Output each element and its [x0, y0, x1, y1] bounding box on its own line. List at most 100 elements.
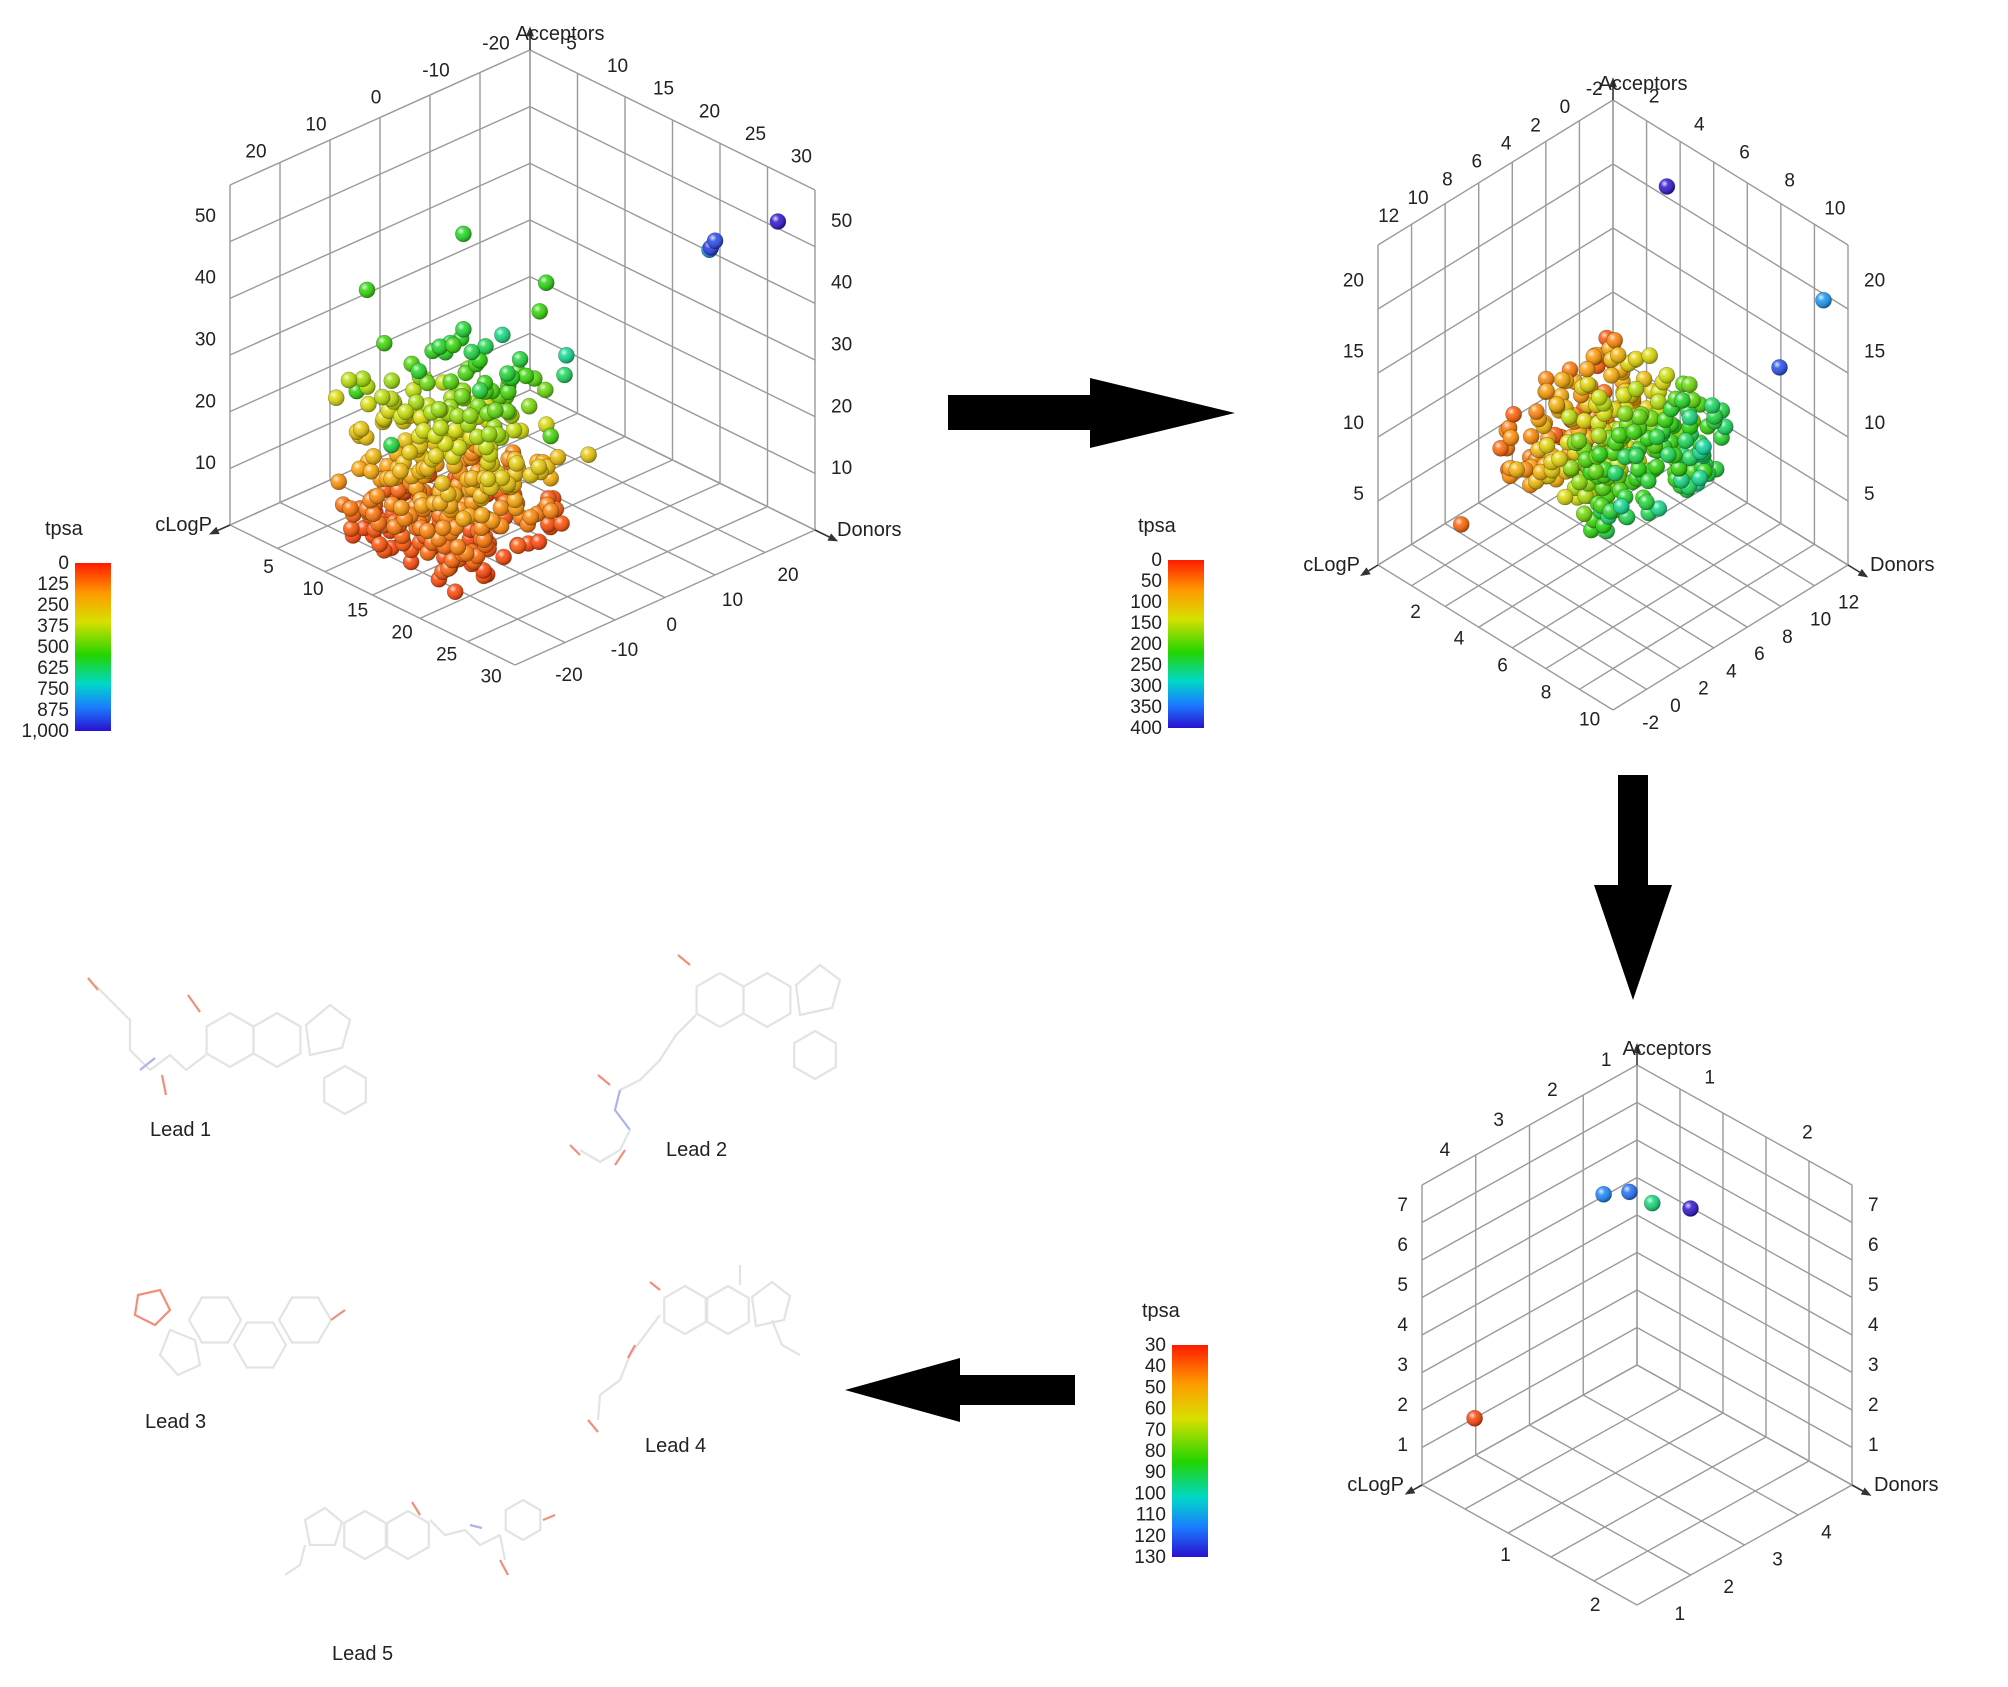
lead-1-label: Lead 1 [150, 1119, 211, 1141]
acceptors-axis-arrow-head [1633, 1043, 1641, 1053]
donors-tick: 4 [1726, 661, 1737, 682]
data-point-shine [538, 274, 555, 291]
clogp-axis-label: cLogP [1303, 554, 1360, 576]
data-point-shine [1628, 381, 1644, 398]
grid-line [1545, 522, 1782, 670]
grid-line [1612, 99, 1849, 246]
data-point-shine [397, 403, 414, 420]
data-point-shine [435, 519, 451, 536]
data-point-shine [1638, 494, 1655, 510]
grid-line [1612, 163, 1849, 310]
grid-line [1444, 522, 1681, 670]
data-point-shine [553, 515, 570, 532]
clogp-tick: 8 [1541, 682, 1552, 703]
top-left-tick: 8 [1442, 170, 1453, 191]
data-point-shine [474, 507, 490, 524]
grid-line [1377, 227, 1614, 374]
molecule-ring [706, 1284, 750, 1336]
lactone-bond [677, 954, 691, 966]
data-point-shine [1548, 396, 1565, 413]
top-right-tick: 15 [653, 79, 674, 100]
donors-tick: 10 [722, 590, 743, 611]
panel3-ticks: 1 2 4 3 2 1 1 2 3 4 5 6 7 1 2 3 4 5 6 7 4 3 2 1 1 2 [1397, 1050, 1879, 1625]
donors-tick: 2 [1723, 1577, 1734, 1598]
data-point-shine [432, 419, 449, 436]
data-point-shine [1660, 446, 1677, 463]
top-right-tick: 5 [566, 34, 577, 55]
data-point-shine [1682, 1200, 1699, 1217]
acceptors-axis-label: Acceptors [1623, 1038, 1712, 1060]
data-point-shine [328, 389, 345, 406]
carbonyl-bond [597, 1074, 611, 1086]
grid-line [1636, 1064, 1853, 1186]
colorbar-tick: 100 [1134, 1483, 1166, 1504]
data-point-shine [522, 509, 539, 526]
acceptors-left-tick: 20 [195, 391, 216, 412]
data-point-shine [392, 463, 409, 480]
data-point-shine [455, 510, 472, 527]
colorbar-label: tpsa [1142, 1300, 1181, 1322]
data-point-shine [1628, 351, 1645, 367]
data-point-shine [431, 338, 448, 355]
acceptors-left-tick: 3 [1397, 1355, 1408, 1376]
grid-line [1636, 1364, 1853, 1486]
grid-line [1636, 1139, 1853, 1261]
colorbar-tick: 110 [1136, 1505, 1166, 1526]
data-point-shine [330, 473, 347, 490]
data-point-shine [408, 394, 425, 411]
top-right-tick: 2 [1649, 87, 1660, 108]
data-point-shine [1579, 376, 1596, 393]
data-point-shine [530, 533, 547, 550]
data-point-shine [1554, 371, 1571, 388]
top-left-tick: 0 [1560, 97, 1571, 118]
data-point-shine [393, 499, 410, 516]
lead-2-label: Lead 2 [666, 1139, 727, 1161]
grid-line [1377, 291, 1614, 438]
colorbar-tick: 875 [37, 700, 69, 721]
donors-tick: 2 [1698, 679, 1709, 700]
data-point-shine [371, 536, 388, 553]
acceptors-right-tick: 4 [1868, 1315, 1879, 1336]
data-point-shine [343, 520, 360, 537]
colorbar-tick: 400 [1130, 718, 1162, 739]
grid-line [1529, 1424, 1745, 1546]
acceptors-left-tick: 5 [1397, 1275, 1408, 1296]
data-point-shine [1695, 438, 1712, 455]
top-left-tick: 1 [1601, 1050, 1612, 1071]
data-point-shine [360, 396, 377, 413]
data-point-shine [342, 500, 359, 517]
clogp-tick: 25 [436, 644, 457, 665]
donors-axis-arrow [1847, 564, 1861, 573]
colorbar-gradient [75, 563, 111, 731]
data-point-shine [442, 373, 459, 390]
top-right-tick: 25 [745, 124, 766, 145]
data-point-shine [1631, 409, 1648, 425]
data-point-shine [1502, 429, 1519, 446]
data-point-shine [1492, 440, 1509, 457]
data-point-shine [455, 225, 472, 242]
data-point-shine [365, 506, 382, 522]
molecule-ring [232, 1321, 288, 1369]
donors-tick: 4 [1821, 1522, 1832, 1543]
clogp-tick: 5 [263, 557, 274, 578]
acceptors-axis-arrow-head [1609, 77, 1617, 88]
panel1-grid [208, 26, 839, 666]
data-point-shine [419, 375, 436, 391]
acceptors-right-tick: 10 [1864, 413, 1885, 434]
data-point-shine [1644, 1195, 1661, 1212]
phenyl-ring [323, 1064, 367, 1116]
top-right-tick: 8 [1784, 170, 1795, 191]
data-point-shine [341, 372, 357, 389]
colorbar-tick: 150 [1130, 613, 1162, 634]
data-point-shine [1508, 461, 1525, 478]
lead-3-label: Lead 3 [145, 1411, 206, 1433]
data-point-shine [481, 426, 498, 443]
data-point-shine [1670, 460, 1687, 477]
donors-tick: 10 [1810, 610, 1831, 631]
acceptors-right-tick: 15 [1864, 342, 1885, 363]
data-point-shine [1658, 367, 1675, 384]
grid-line [1582, 1394, 1799, 1516]
acceptors-left-tick: 15 [1343, 342, 1364, 363]
acceptors-right-tick: 20 [1864, 271, 1885, 292]
